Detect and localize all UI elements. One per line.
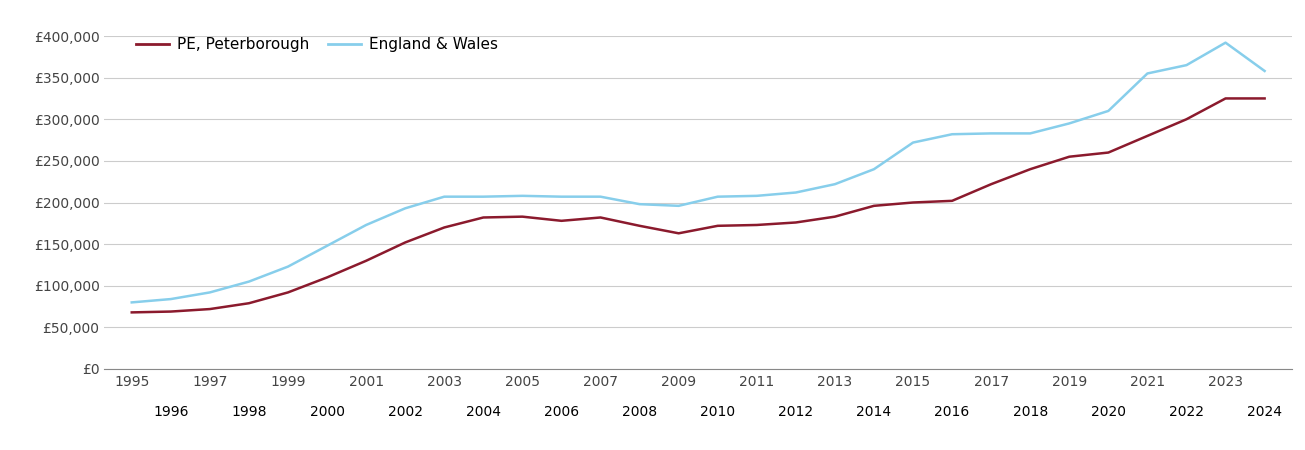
PE, Peterborough: [1218, 96, 1233, 101]
PE, Peterborough: [553, 218, 569, 224]
England & Wales: [867, 166, 882, 172]
PE, Peterborough: [1022, 166, 1037, 172]
PE, Peterborough: [163, 309, 179, 314]
PE, Peterborough: [241, 301, 257, 306]
England & Wales: [1061, 121, 1077, 126]
Line: PE, Peterborough: PE, Peterborough: [132, 99, 1265, 312]
Legend: PE, Peterborough, England & Wales: PE, Peterborough, England & Wales: [136, 37, 499, 52]
England & Wales: [436, 194, 452, 199]
England & Wales: [397, 206, 412, 211]
England & Wales: [592, 194, 608, 199]
PE, Peterborough: [281, 290, 296, 295]
Line: England & Wales: England & Wales: [132, 43, 1265, 302]
PE, Peterborough: [945, 198, 960, 203]
PE, Peterborough: [788, 220, 804, 225]
England & Wales: [241, 279, 257, 284]
England & Wales: [632, 202, 647, 207]
PE, Peterborough: [397, 240, 412, 245]
England & Wales: [202, 290, 218, 295]
England & Wales: [163, 297, 179, 302]
PE, Peterborough: [1100, 150, 1116, 155]
England & Wales: [553, 194, 569, 199]
PE, Peterborough: [436, 225, 452, 230]
England & Wales: [827, 181, 843, 187]
PE, Peterborough: [202, 306, 218, 312]
England & Wales: [124, 300, 140, 305]
PE, Peterborough: [514, 214, 530, 219]
England & Wales: [710, 194, 726, 199]
PE, Peterborough: [827, 214, 843, 219]
PE, Peterborough: [124, 310, 140, 315]
PE, Peterborough: [1139, 133, 1155, 139]
PE, Peterborough: [749, 222, 765, 228]
England & Wales: [475, 194, 491, 199]
PE, Peterborough: [984, 181, 1000, 187]
England & Wales: [1022, 130, 1037, 136]
PE, Peterborough: [906, 200, 921, 205]
England & Wales: [1218, 40, 1233, 45]
England & Wales: [359, 222, 375, 228]
PE, Peterborough: [1257, 96, 1272, 101]
PE, Peterborough: [710, 223, 726, 229]
England & Wales: [1100, 108, 1116, 113]
PE, Peterborough: [1178, 117, 1194, 122]
PE, Peterborough: [359, 258, 375, 263]
England & Wales: [945, 131, 960, 137]
PE, Peterborough: [671, 230, 686, 236]
England & Wales: [320, 243, 335, 248]
England & Wales: [984, 130, 1000, 136]
PE, Peterborough: [1061, 154, 1077, 159]
England & Wales: [281, 264, 296, 269]
England & Wales: [906, 140, 921, 145]
England & Wales: [788, 190, 804, 195]
PE, Peterborough: [632, 223, 647, 229]
PE, Peterborough: [475, 215, 491, 220]
England & Wales: [749, 193, 765, 198]
England & Wales: [671, 203, 686, 208]
England & Wales: [1257, 68, 1272, 74]
England & Wales: [1178, 63, 1194, 68]
PE, Peterborough: [867, 203, 882, 208]
England & Wales: [514, 193, 530, 198]
PE, Peterborough: [592, 215, 608, 220]
PE, Peterborough: [320, 274, 335, 280]
England & Wales: [1139, 71, 1155, 76]
